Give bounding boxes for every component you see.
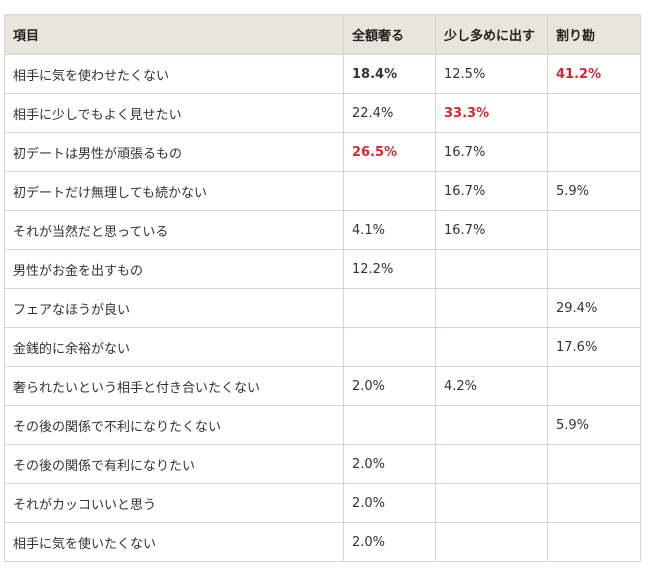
pay-more-cell: 12.5% (435, 54, 548, 94)
split-cell: 41.2% (547, 54, 641, 94)
item-cell: 相手に気を使わせたくない (4, 54, 344, 94)
full-treat-cell (343, 171, 436, 211)
full-treat-cell: 2.0% (343, 522, 436, 562)
header-pay-more: 少し多めに出す (435, 14, 548, 55)
table-row: 奢られたいという相手と付き合いたくない 2.0% 4.2% (4, 366, 641, 406)
full-treat-cell: 12.2% (343, 249, 436, 289)
full-treat-cell (343, 405, 436, 445)
pay-more-cell (435, 327, 548, 367)
table-row: 相手に気を使いたくない 2.0% (4, 522, 641, 562)
header-split: 割り勘 (547, 14, 641, 55)
reasons-table: 項目 全額奢る 少し多めに出す 割り勘 相手に気を使わせたくない 18.4% 1… (4, 14, 641, 562)
pay-more-cell (435, 288, 548, 328)
full-treat-cell: 18.4% (343, 54, 436, 94)
split-cell (547, 366, 641, 406)
header-row: 項目 全額奢る 少し多めに出す 割り勘 (4, 14, 641, 55)
split-cell: 17.6% (547, 327, 641, 367)
item-cell: それが当然だと思っている (4, 210, 344, 250)
header-item: 項目 (4, 14, 344, 55)
table-row: フェアなほうが良い 29.4% (4, 288, 641, 328)
header-full-treat: 全額奢る (343, 14, 436, 55)
split-cell: 5.9% (547, 405, 641, 445)
item-cell: 相手に少しでもよく見せたい (4, 93, 344, 133)
split-cell (547, 444, 641, 484)
full-treat-cell: 4.1% (343, 210, 436, 250)
pay-more-cell (435, 405, 548, 445)
item-cell: 初デートだけ無理しても続かない (4, 171, 344, 211)
split-cell (547, 483, 641, 523)
item-cell: その後の関係で不利になりたくない (4, 405, 344, 445)
split-cell (547, 522, 641, 562)
pay-more-cell (435, 249, 548, 289)
item-cell: フェアなほうが良い (4, 288, 344, 328)
table-row: その後の関係で有利になりたい 2.0% (4, 444, 641, 484)
table-row: 初デートだけ無理しても続かない 16.7% 5.9% (4, 171, 641, 211)
table-row: 相手に気を使わせたくない 18.4% 12.5% 41.2% (4, 54, 641, 94)
item-cell: 金銭的に余裕がない (4, 327, 344, 367)
full-treat-cell: 26.5% (343, 132, 436, 172)
table-row: 男性がお金を出すもの 12.2% (4, 249, 641, 289)
full-treat-cell (343, 327, 436, 367)
full-treat-cell: 2.0% (343, 444, 436, 484)
item-cell: 奢られたいという相手と付き合いたくない (4, 366, 344, 406)
pay-more-cell (435, 483, 548, 523)
split-cell (547, 210, 641, 250)
item-cell: 初デートは男性が頑張るもの (4, 132, 344, 172)
full-treat-cell: 22.4% (343, 93, 436, 133)
full-treat-cell (343, 288, 436, 328)
pay-more-cell (435, 444, 548, 484)
item-cell: 男性がお金を出すもの (4, 249, 344, 289)
split-cell (547, 249, 641, 289)
item-cell: それがカッコいいと思う (4, 483, 344, 523)
table-row: その後の関係で不利になりたくない 5.9% (4, 405, 641, 445)
split-cell (547, 93, 641, 133)
reasons-table-container: 項目 全額奢る 少し多めに出す 割り勘 相手に気を使わせたくない 18.4% 1… (4, 14, 641, 562)
split-cell (547, 132, 641, 172)
pay-more-cell (435, 522, 548, 562)
item-cell: 相手に気を使いたくない (4, 522, 344, 562)
table-row: それがカッコいいと思う 2.0% (4, 483, 641, 523)
table-row: 相手に少しでもよく見せたい 22.4% 33.3% (4, 93, 641, 133)
table-row: 金銭的に余裕がない 17.6% (4, 327, 641, 367)
table-row: それが当然だと思っている 4.1% 16.7% (4, 210, 641, 250)
table-row: 初デートは男性が頑張るもの 26.5% 16.7% (4, 132, 641, 172)
pay-more-cell: 16.7% (435, 210, 548, 250)
split-cell: 5.9% (547, 171, 641, 211)
pay-more-cell: 16.7% (435, 132, 548, 172)
pay-more-cell: 4.2% (435, 366, 548, 406)
full-treat-cell: 2.0% (343, 483, 436, 523)
split-cell: 29.4% (547, 288, 641, 328)
pay-more-cell: 16.7% (435, 171, 548, 211)
item-cell: その後の関係で有利になりたい (4, 444, 344, 484)
full-treat-cell: 2.0% (343, 366, 436, 406)
pay-more-cell: 33.3% (435, 93, 548, 133)
